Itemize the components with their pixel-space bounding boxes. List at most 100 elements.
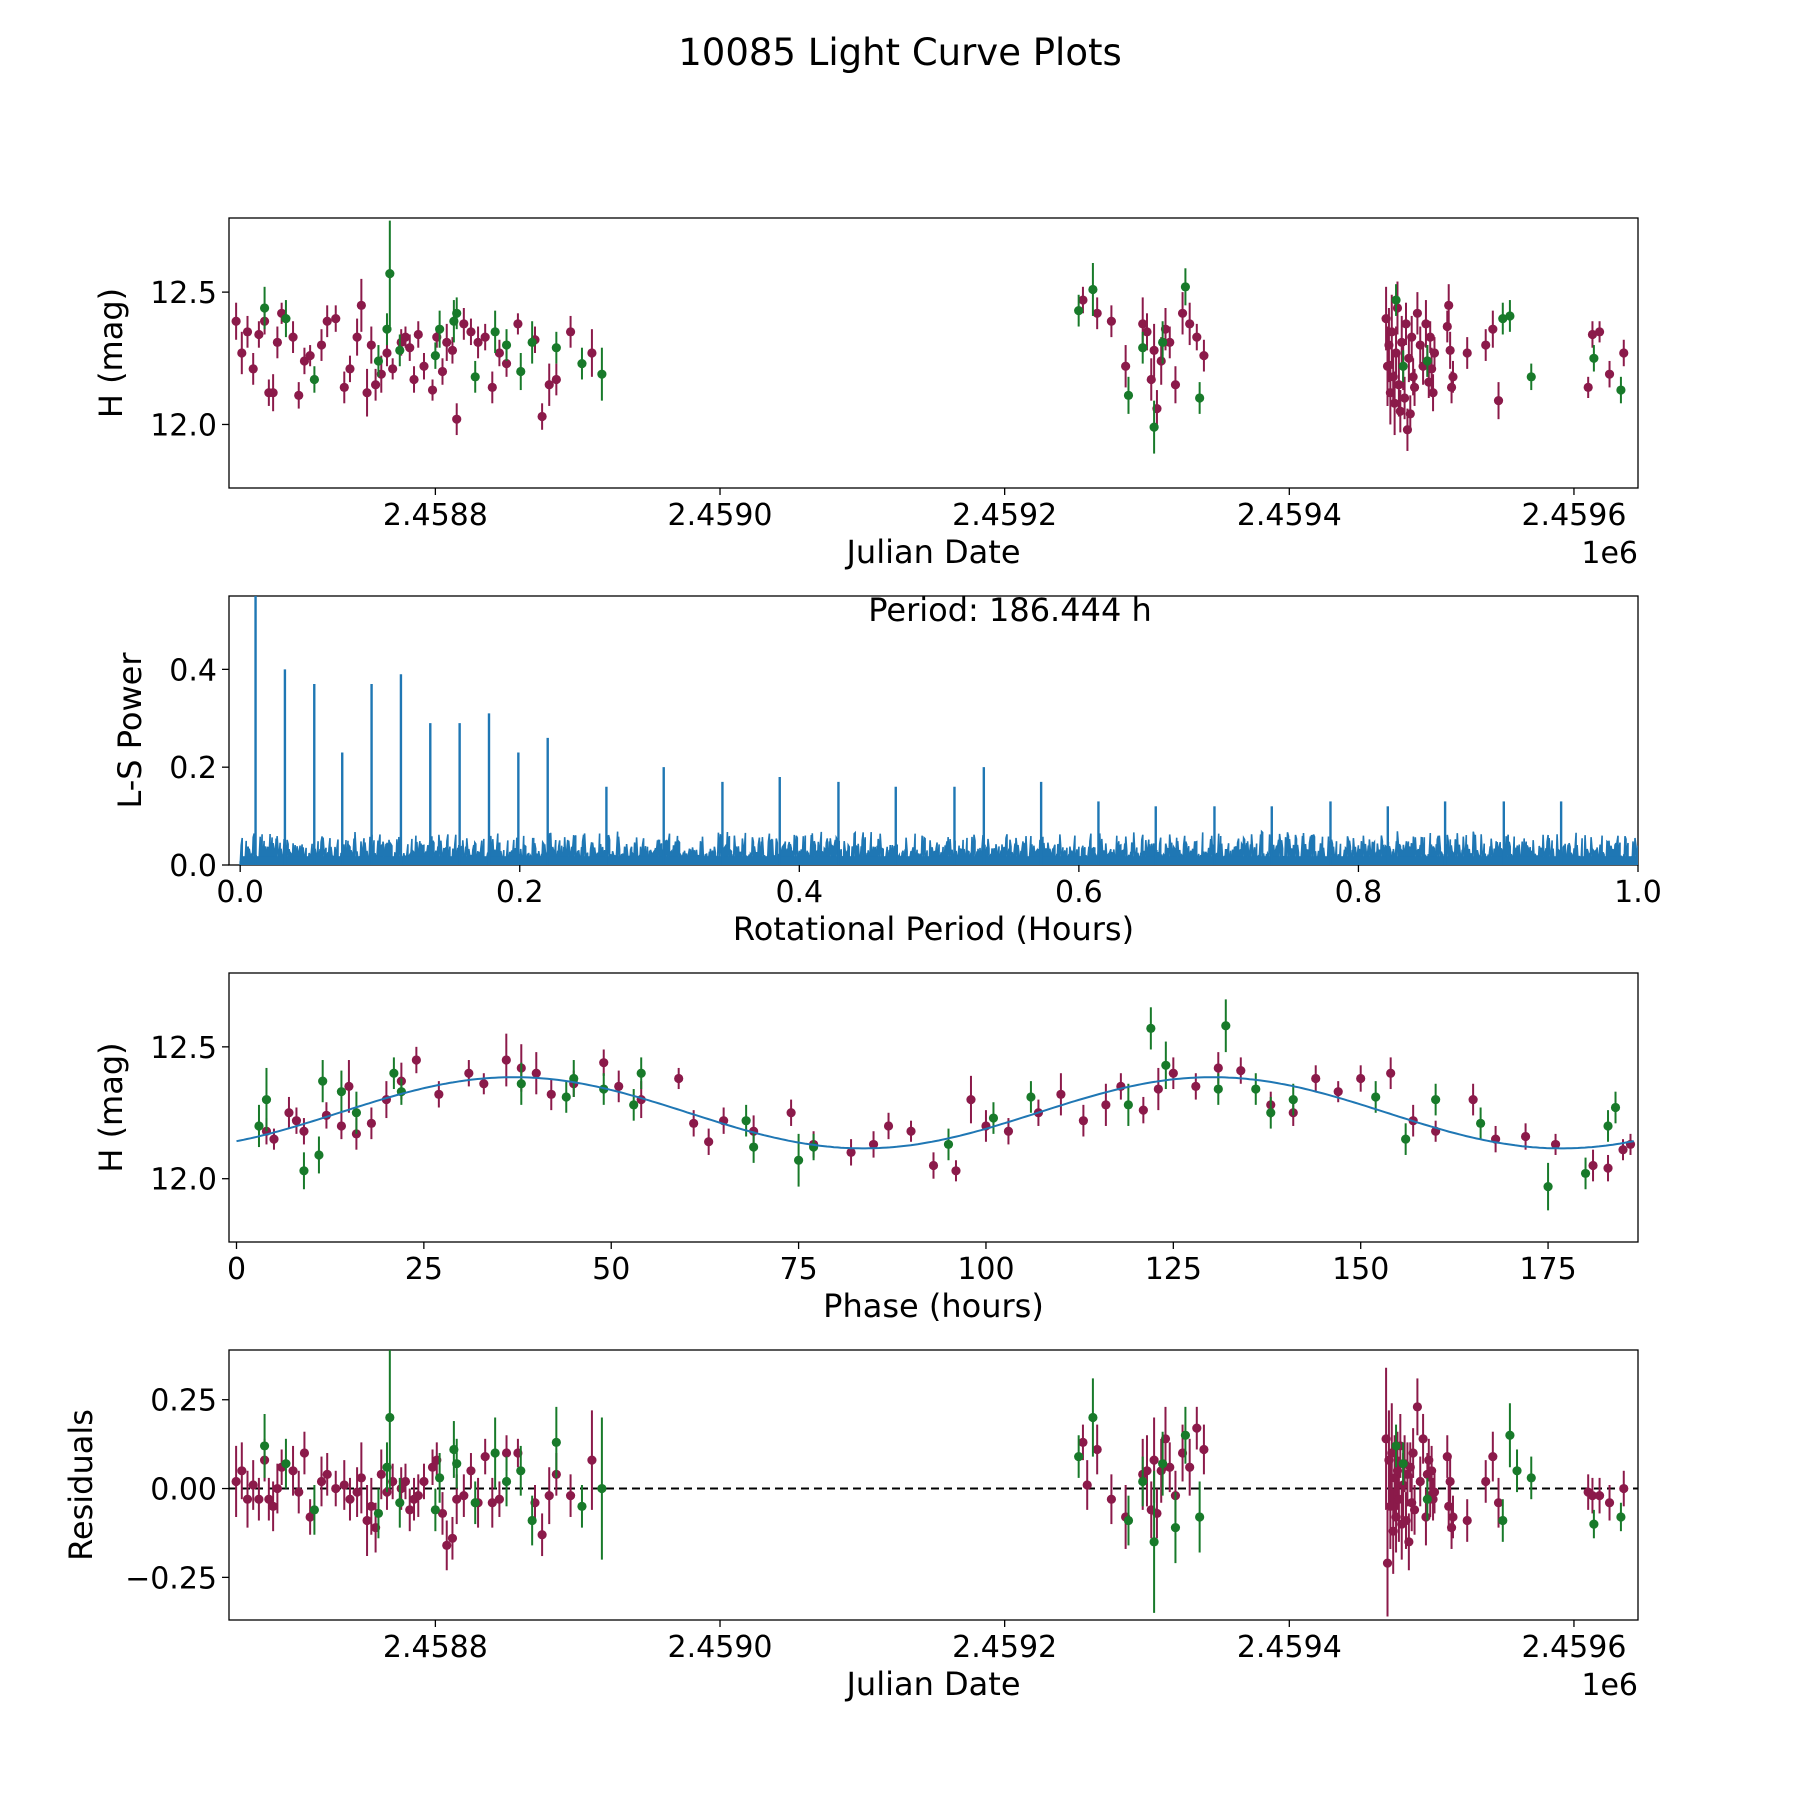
data-point (479, 1079, 489, 1089)
data-point (413, 329, 423, 340)
y-tick-label: 0.0 (169, 849, 217, 884)
data-point (316, 340, 327, 350)
data-point (1594, 1491, 1605, 1501)
data-point (309, 374, 319, 385)
data-point (1526, 372, 1536, 382)
data-point (427, 1462, 438, 1472)
data-point (388, 364, 398, 374)
data-point (473, 337, 483, 348)
data-point (1588, 1160, 1598, 1171)
data-point (1092, 308, 1102, 318)
data-point (1550, 1139, 1561, 1150)
data-series-group (231, 1350, 1629, 1617)
data-point (309, 1505, 319, 1515)
data-point (1445, 1476, 1455, 1487)
data-point (587, 348, 597, 358)
data-point (373, 1508, 384, 1519)
period-annotation: Period: 186.444 h (868, 591, 1152, 629)
data-point (1074, 1451, 1084, 1462)
data-point (1498, 313, 1508, 324)
data-point (1448, 1512, 1458, 1522)
data-point (1526, 1473, 1536, 1483)
data-point (1056, 1089, 1066, 1099)
data-point (883, 1121, 894, 1131)
data-point (1446, 1523, 1457, 1533)
data-point (272, 337, 282, 348)
data-point (1589, 353, 1599, 363)
y-tick-label: 0.00 (150, 1473, 217, 1508)
data-point (546, 1089, 556, 1099)
data-point (1158, 337, 1168, 348)
data-point (1170, 1523, 1181, 1533)
data-point (452, 308, 462, 318)
data-point (1266, 1108, 1276, 1118)
lightcurve-panel: 2.4588 2.4590 2.4592 2.4594 2.4596 12.0 12.5 Ju… (92, 217, 1639, 571)
data-point (435, 1473, 445, 1483)
data-point (565, 327, 576, 337)
data-point (1587, 1491, 1598, 1501)
data-point (430, 1505, 440, 1515)
data-point (1462, 348, 1472, 358)
data-point (352, 1487, 362, 1497)
data-point (1333, 1087, 1343, 1097)
data-point (1392, 303, 1403, 313)
x-tick-label: 0.4 (775, 875, 823, 910)
x-tick-label: 2.4596 (1521, 498, 1626, 533)
data-point (1146, 374, 1156, 385)
residuals-panel: 2.4588 2.4590 2.4592 2.4594 2.4596 −0.25 0.00 0… (62, 1349, 1639, 1703)
axes-frame (228, 1349, 1639, 1621)
data-point (597, 369, 607, 379)
data-point (1192, 332, 1202, 342)
data-point (1149, 1537, 1159, 1547)
data-point (1409, 382, 1420, 393)
data-point (366, 1501, 376, 1511)
data-point (487, 1498, 497, 1508)
data-point (459, 1491, 469, 1501)
data-point (316, 1476, 327, 1487)
data-point (1616, 1512, 1626, 1522)
data-point (1428, 388, 1438, 398)
data-point (1288, 1094, 1298, 1105)
y-tick-label: 12.5 (150, 1031, 217, 1066)
data-point (1603, 1121, 1613, 1131)
x-tick-label: 150 (1332, 1252, 1389, 1287)
data-point (344, 1081, 354, 1092)
data-point (1505, 311, 1515, 321)
x-axis-label: Julian Date (844, 533, 1020, 571)
y-tick-label: 12.0 (150, 408, 217, 443)
data-point (1391, 1441, 1401, 1451)
data-point (868, 1139, 879, 1150)
data-point (1191, 1081, 1201, 1092)
x-tick-label: 125 (1145, 1252, 1202, 1287)
data-point (345, 1494, 355, 1504)
x-tick-label: 50 (592, 1252, 630, 1287)
data-point (1088, 1412, 1098, 1423)
data-point (1445, 345, 1455, 355)
data-point (248, 364, 258, 374)
chart-panels: 2.4588 2.4590 2.4592 2.4594 2.4596 12.0 12.5 Ju… (62, 217, 1662, 1703)
y-axis-label: L-S Power (111, 652, 149, 809)
y-tick-label: 12.5 (150, 276, 217, 311)
data-point (366, 340, 376, 350)
data-point (1101, 1100, 1111, 1110)
data-point (1390, 398, 1400, 408)
data-point (1395, 406, 1405, 416)
data-point (786, 1108, 796, 1118)
data-point (513, 319, 523, 329)
data-point (370, 380, 381, 390)
data-point (1619, 1483, 1629, 1494)
data-point (318, 1076, 328, 1086)
data-point (322, 1469, 332, 1479)
data-point (1088, 284, 1098, 295)
data-point (551, 1437, 561, 1447)
x-tick-label: 2.4590 (668, 1630, 773, 1665)
data-point (1213, 1063, 1223, 1073)
data-point (1123, 1100, 1133, 1110)
data-point (1213, 1084, 1223, 1094)
data-point (356, 1473, 366, 1483)
axes-frame (228, 972, 1639, 1243)
data-point (294, 390, 304, 400)
data-point (1153, 1084, 1163, 1094)
data-point (1311, 1073, 1321, 1084)
data-point (1078, 295, 1088, 305)
